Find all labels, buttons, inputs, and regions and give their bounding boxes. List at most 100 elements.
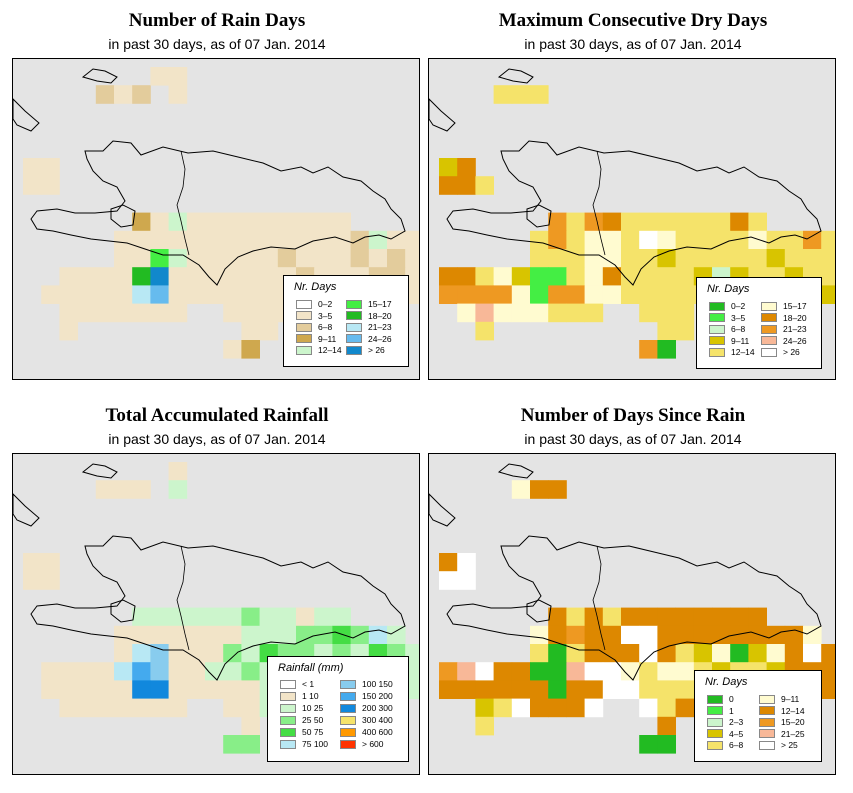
grid-cell xyxy=(168,249,188,268)
grid-cell xyxy=(439,267,458,286)
legend-label: 200 300 xyxy=(362,703,393,713)
grid-cell xyxy=(712,230,731,250)
legend-item: 3–5 xyxy=(709,313,745,323)
legend-swatch xyxy=(759,694,775,704)
panel-subtitle: in past 30 days, as of 07 Jan. 2014 xyxy=(108,431,326,447)
grid-cell xyxy=(223,662,242,681)
grid-cell xyxy=(59,698,78,718)
legend-item: 2–3 xyxy=(707,717,743,727)
grid-cell xyxy=(657,735,676,754)
grid-cell xyxy=(314,625,333,645)
grid-cell xyxy=(602,285,622,304)
grid-cell xyxy=(332,249,351,268)
grid-cell xyxy=(277,249,297,268)
grid-cell xyxy=(584,607,604,627)
legend-item: 50 75 xyxy=(280,727,323,737)
grid-cell xyxy=(657,321,676,341)
grid-cell xyxy=(475,285,494,304)
grid-cell xyxy=(41,176,60,195)
legend-item: 6–8 xyxy=(707,740,743,750)
grid-cell xyxy=(584,267,604,286)
country-border xyxy=(176,545,190,651)
country-border xyxy=(592,545,606,651)
grid-cell xyxy=(168,698,188,718)
legend-item: 9–11 xyxy=(296,334,336,344)
grid-cell xyxy=(114,230,133,250)
grid-cell xyxy=(241,625,260,645)
grid-cell xyxy=(584,680,604,699)
grid-cell xyxy=(41,158,60,177)
map-panel-accumulated-rainfall: Total Accumulated Rainfall in past 30 da… xyxy=(12,395,422,790)
legend-label: 300 400 xyxy=(362,715,393,725)
legend-label: 0–2 xyxy=(731,301,746,311)
coastline xyxy=(526,204,552,228)
panel-subtitle: in past 30 days, as of 07 Jan. 2014 xyxy=(108,36,326,52)
grid-cell xyxy=(439,176,458,195)
grid-cell xyxy=(132,249,151,268)
grid-cell xyxy=(205,285,224,304)
grid-cell xyxy=(511,303,531,323)
grid-cell xyxy=(530,285,549,304)
grid-cell xyxy=(566,249,585,268)
grid-cell xyxy=(439,158,458,177)
legend-swatch xyxy=(280,739,296,749)
grid-cell xyxy=(114,644,133,663)
grid-cell xyxy=(693,644,713,663)
grid-cell xyxy=(584,285,604,304)
grid-cell xyxy=(277,212,297,232)
grid-cell xyxy=(639,698,658,718)
legend-swatch xyxy=(709,324,725,334)
grid-cell xyxy=(150,625,169,645)
grid-cell xyxy=(639,644,658,663)
panel-title: Number of Rain Days xyxy=(128,10,306,31)
legend-label: 1 xyxy=(729,705,734,716)
grid-cell xyxy=(675,249,695,268)
grid-cell xyxy=(693,607,713,627)
grid-cell xyxy=(675,321,695,341)
grid-cell xyxy=(493,85,513,104)
grid-cell xyxy=(821,285,835,304)
legend-title: Nr. Days xyxy=(294,281,337,293)
grid-cell xyxy=(566,230,585,250)
legend-swatch xyxy=(761,301,777,311)
legend-swatch xyxy=(346,299,362,309)
legend-swatch xyxy=(709,313,725,322)
legend-item: 25 50 xyxy=(280,715,323,725)
grid-cell xyxy=(511,680,531,699)
grid-cell xyxy=(223,625,242,645)
grid-cell xyxy=(475,716,494,736)
grid-cell xyxy=(150,662,169,681)
grid-cell xyxy=(314,212,333,232)
grid-cell xyxy=(23,553,42,572)
grid-cell xyxy=(602,230,622,250)
grid-cell xyxy=(675,607,695,627)
legend-label: 18–20 xyxy=(368,310,392,321)
legend-swatch xyxy=(296,345,312,355)
grid-cell xyxy=(223,267,242,286)
grid-cell xyxy=(114,303,133,323)
grid-cell xyxy=(639,607,658,627)
grid-cell xyxy=(639,662,658,681)
grid-cell xyxy=(168,85,188,104)
grid-cell xyxy=(205,249,224,268)
grid-cell xyxy=(548,644,567,663)
grid-cell xyxy=(566,625,585,645)
grid-cell xyxy=(530,303,549,323)
legend-label: 50 75 xyxy=(302,727,324,737)
grid-cell xyxy=(168,480,188,499)
grid-cell xyxy=(639,230,658,250)
legend-swatch xyxy=(340,703,356,713)
map-panel-dry-days: Maximum Consecutive Dry Days in past 30 … xyxy=(428,0,838,390)
grid-cell xyxy=(566,662,585,681)
grid-cell xyxy=(548,267,567,286)
legend-item: 6–8 xyxy=(296,322,332,332)
legend-label: 3–5 xyxy=(318,310,333,321)
grid-cell xyxy=(657,625,676,645)
grid-cell xyxy=(511,480,531,499)
legend-item: 15–20 xyxy=(759,717,805,727)
grid-cell xyxy=(168,285,188,304)
grid-cell xyxy=(59,303,78,323)
grid-cell xyxy=(223,340,242,359)
legend-swatch xyxy=(709,347,725,357)
legend-swatch xyxy=(340,727,356,737)
